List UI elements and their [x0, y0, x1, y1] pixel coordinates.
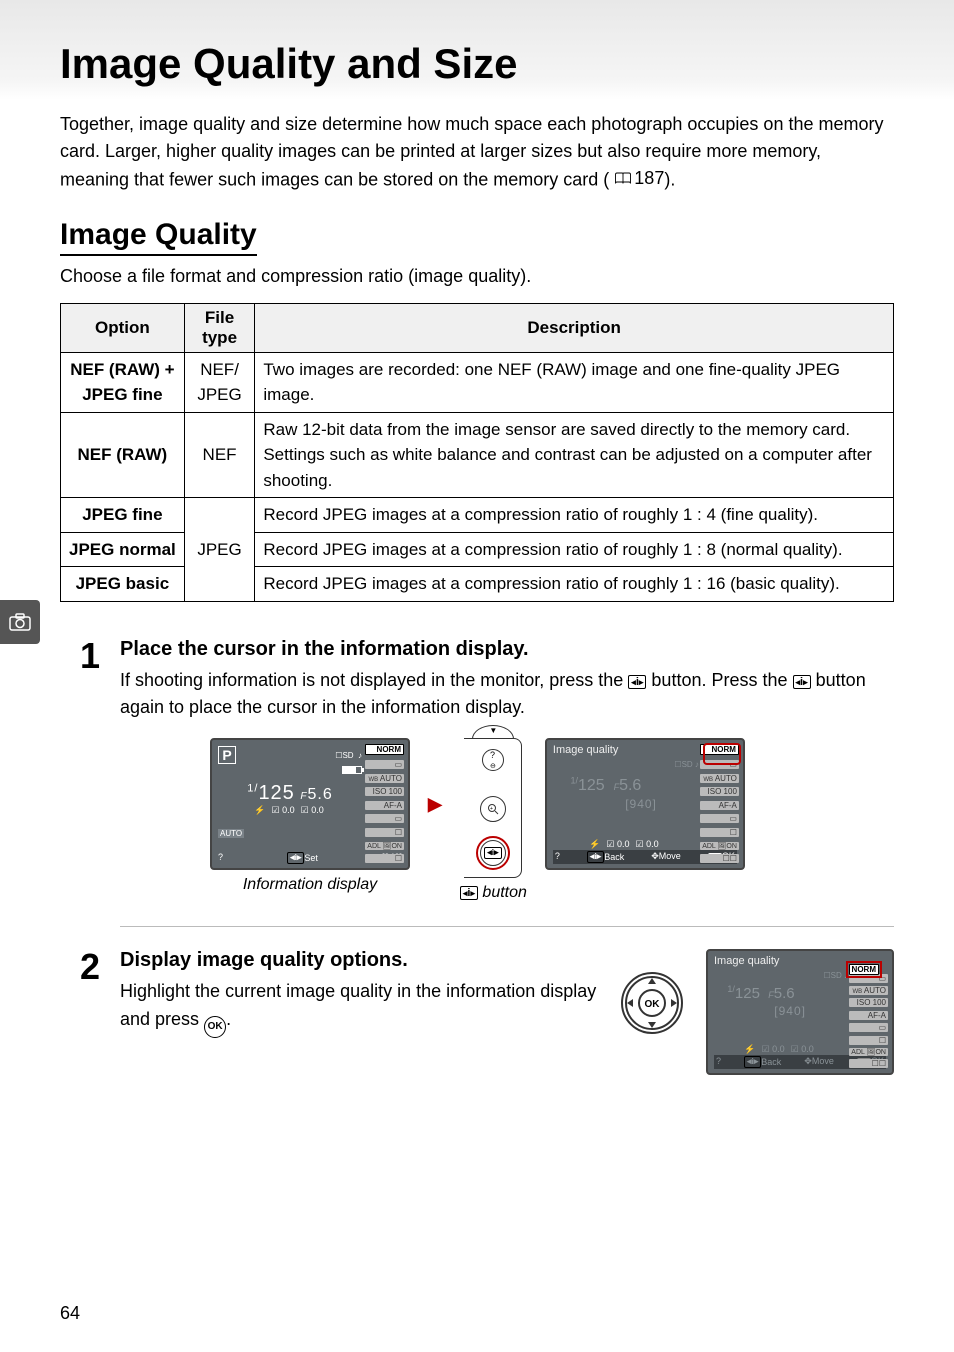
opt-nef-raw: NEF (RAW)	[61, 412, 185, 498]
illus-cursor-display: Image quality ☐SD ♪ 1/125 F5.6 [940] ⚡☑ …	[545, 738, 745, 870]
help-icon: ?	[555, 851, 560, 863]
table-row: NEF (RAW) + JPEG fine NEF/JPEG Two image…	[61, 352, 894, 412]
quality-table: Option File type Description NEF (RAW) +…	[60, 303, 894, 602]
step-2-number: 2	[80, 949, 120, 1075]
intro-close: ).	[664, 170, 675, 190]
page-number: 64	[60, 1303, 80, 1324]
lcd-cursor-display: Image quality ☐SD ♪ 1/125 F5.6 [940] ⚡☑ …	[545, 738, 745, 870]
illus-camera-buttons: ▼ ?⊖ + i	[460, 738, 527, 902]
multi-selector-icon: OK	[616, 971, 688, 1035]
table-row: NEF (RAW) NEF Raw 12-bit data from the i…	[61, 412, 894, 498]
ok-button-icon: OK	[204, 1016, 226, 1038]
norm-badge: NORM	[365, 744, 404, 755]
section-heading: Image Quality	[60, 218, 257, 256]
opt-jpeg-fine: JPEG fine	[61, 498, 185, 533]
table-header-row: Option File type Description	[61, 303, 894, 352]
ft-nef-jpeg: NEF/JPEG	[184, 352, 255, 412]
step-1-text: If shooting information is not displayed…	[120, 667, 894, 723]
camera-button-panel: ▼ ?⊖ + i	[464, 738, 522, 878]
step-2: 2 Display image quality options. Highlig…	[80, 949, 894, 1075]
illus-step2-display: Image quality ☐SD ♪ 1/125 F5.6 [940] ⚡☑ …	[706, 949, 894, 1075]
lcd-heading: Image quality	[553, 744, 618, 756]
caption-info-display: Information display	[243, 876, 377, 894]
th-description: Description	[255, 303, 894, 352]
page-ref-num: 187	[634, 165, 664, 192]
ft-jpeg: JPEG	[184, 498, 255, 602]
step-divider	[120, 926, 894, 927]
red-highlight-marker	[703, 743, 741, 765]
step-2-title: Display image quality options.	[120, 949, 598, 972]
caption-info-button: i button	[460, 884, 527, 902]
page-reference: 187	[614, 165, 664, 192]
red-arrow-icon: ▶	[428, 794, 442, 815]
opt-jpeg-basic: JPEG basic	[61, 567, 185, 602]
zoom-button: +	[480, 796, 506, 822]
info-button-icon: i	[793, 675, 811, 689]
opt-nef-raw-jpeg: NEF (RAW) + JPEG fine	[61, 352, 185, 412]
info-button-highlighted: i	[480, 840, 506, 866]
th-option: Option	[61, 303, 185, 352]
lcd-step2-display: Image quality ☐SD ♪ 1/125 F5.6 [940] ⚡☑ …	[706, 949, 894, 1075]
aperture-value: F5.6	[300, 786, 332, 803]
intro-text: Together, image quality and size determi…	[60, 114, 883, 190]
step-2-text: Highlight the current image quality in t…	[120, 978, 598, 1038]
desc-nef-raw: Raw 12-bit data from the image sensor ar…	[255, 412, 894, 498]
desc-jpeg-basic: Record JPEG images at a compression rati…	[255, 567, 894, 602]
illus-info-display: P ☐SD ♪ 1/125 F5.6 AUTO ⚡☑ 0.0☑ 0.0 ? iS…	[210, 738, 410, 894]
ft-nef: NEF	[184, 412, 255, 498]
norm-badge-highlighted: NORM	[846, 961, 882, 978]
page-title: Image Quality and Size	[60, 40, 894, 88]
camera-button-top: ?⊖	[482, 749, 504, 771]
step-1-title: Place the cursor in the information disp…	[120, 638, 894, 661]
shutter-value: 1/125	[247, 782, 295, 804]
lcd-heading: Image quality	[714, 955, 779, 967]
desc-nef-raw-jpeg: Two images are recorded: one NEF (RAW) i…	[255, 352, 894, 412]
battery-icon	[342, 766, 362, 774]
svg-text:+: +	[490, 806, 493, 812]
table-row: JPEG fine JPEG Record JPEG images at a c…	[61, 498, 894, 533]
intro-paragraph: Together, image quality and size determi…	[60, 111, 894, 194]
sidebar-camera-tab	[0, 600, 40, 644]
lcd-info-display: P ☐SD ♪ 1/125 F5.6 AUTO ⚡☑ 0.0☑ 0.0 ? iS…	[210, 738, 410, 870]
info-button-icon: i	[628, 675, 646, 689]
th-filetype: File type	[184, 303, 255, 352]
p-mode-icon: P	[218, 746, 236, 764]
step-1-illustrations: P ☐SD ♪ 1/125 F5.6 AUTO ⚡☑ 0.0☑ 0.0 ? iS…	[210, 738, 894, 902]
desc-jpeg-normal: Record JPEG images at a compression rati…	[255, 532, 894, 567]
desc-jpeg-fine: Record JPEG images at a compression rati…	[255, 498, 894, 533]
step-1-number: 1	[80, 638, 120, 903]
svg-text:OK: OK	[645, 999, 661, 1010]
opt-jpeg-normal: JPEG normal	[61, 532, 185, 567]
section-subtext: Choose a file format and compression rat…	[60, 266, 894, 287]
help-icon: ?	[218, 852, 223, 864]
step-1: 1 Place the cursor in the information di…	[80, 638, 894, 903]
auto-tag: AUTO	[218, 829, 244, 838]
